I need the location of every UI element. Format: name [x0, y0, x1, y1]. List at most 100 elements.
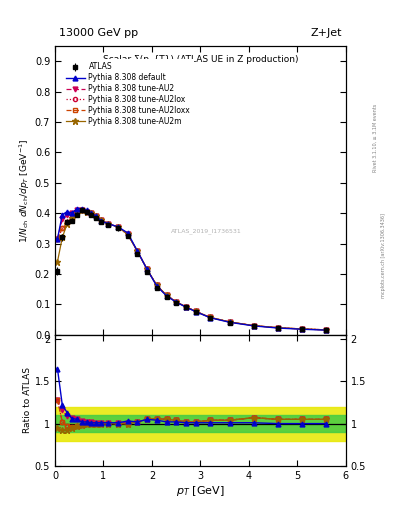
Pythia 8.308 tune-AU2: [252, 323, 256, 329]
Pythia 8.308 tune-AU2: [75, 207, 79, 213]
Pythia 8.308 default: [154, 283, 159, 289]
Text: mcplots.cern.ch [arXiv:1306.3436]: mcplots.cern.ch [arXiv:1306.3436]: [381, 214, 386, 298]
Pythia 8.308 tune-AU2m: [300, 326, 305, 332]
Pythia 8.308 default: [164, 293, 169, 299]
Pythia 8.308 tune-AU2m: [135, 248, 140, 254]
Pythia 8.308 default: [252, 323, 256, 329]
Pythia 8.308 tune-AU2m: [145, 266, 149, 272]
Pythia 8.308 tune-AU2loxx: [94, 213, 99, 219]
Pythia 8.308 tune-AU2: [106, 221, 111, 227]
Pythia 8.308 tune-AU2m: [94, 213, 99, 219]
Pythia 8.308 tune-AU2: [184, 304, 188, 310]
Pythia 8.308 tune-AU2loxx: [55, 236, 60, 242]
Pythia 8.308 tune-AU2lox: [55, 236, 60, 242]
Pythia 8.308 tune-AU2lox: [135, 248, 140, 254]
Pythia 8.308 tune-AU2: [94, 213, 99, 219]
Pythia 8.308 tune-AU2lox: [99, 217, 103, 223]
Pythia 8.308 default: [227, 319, 232, 325]
Pythia 8.308 tune-AU2m: [125, 231, 130, 238]
Pythia 8.308 tune-AU2lox: [208, 314, 213, 321]
Pythia 8.308 default: [94, 213, 99, 219]
Pythia 8.308 tune-AU2lox: [300, 326, 305, 332]
Pythia 8.308 tune-AU2loxx: [184, 304, 188, 310]
Pythia 8.308 default: [174, 299, 178, 305]
Legend: ATLAS, Pythia 8.308 default, Pythia 8.308 tune-AU2, Pythia 8.308 tune-AU2lox, Py: ATLAS, Pythia 8.308 default, Pythia 8.30…: [62, 58, 194, 130]
Pythia 8.308 tune-AU2m: [99, 217, 103, 223]
Pythia 8.308 tune-AU2lox: [324, 327, 329, 333]
Pythia 8.308 default: [70, 210, 74, 216]
Pythia 8.308 default: [324, 327, 329, 333]
Pythia 8.308 tune-AU2: [154, 283, 159, 289]
Pythia 8.308 tune-AU2loxx: [106, 221, 111, 227]
Pythia 8.308 tune-AU2loxx: [324, 327, 329, 333]
Pythia 8.308 default: [300, 326, 305, 332]
Pythia 8.308 tune-AU2: [116, 224, 120, 230]
Pythia 8.308 default: [135, 248, 140, 254]
Bar: [55, 407, 346, 440]
Pythia 8.308 tune-AU2loxx: [125, 231, 130, 238]
Pythia 8.308 tune-AU2loxx: [70, 215, 74, 221]
Pythia 8.308 tune-AU2lox: [94, 213, 99, 219]
Line: Pythia 8.308 tune-AU2: Pythia 8.308 tune-AU2: [55, 208, 329, 332]
Text: Rivet 3.1.10, ≥ 3.1M events: Rivet 3.1.10, ≥ 3.1M events: [373, 104, 378, 173]
Pythia 8.308 tune-AU2: [174, 299, 178, 305]
Pythia 8.308 tune-AU2m: [252, 323, 256, 329]
Pythia 8.308 tune-AU2loxx: [275, 325, 280, 331]
Pythia 8.308 tune-AU2: [275, 325, 280, 331]
Pythia 8.308 tune-AU2: [145, 266, 149, 272]
X-axis label: $p_T\ [\mathrm{GeV}]$: $p_T\ [\mathrm{GeV}]$: [176, 483, 225, 498]
Pythia 8.308 tune-AU2loxx: [252, 323, 256, 329]
Pythia 8.308 tune-AU2m: [65, 221, 70, 227]
Pythia 8.308 tune-AU2lox: [275, 325, 280, 331]
Pythia 8.308 tune-AU2m: [89, 210, 94, 216]
Pythia 8.308 default: [208, 315, 213, 321]
Pythia 8.308 tune-AU2: [324, 327, 329, 333]
Pythia 8.308 tune-AU2: [164, 292, 169, 298]
Pythia 8.308 tune-AU2m: [116, 224, 120, 230]
Pythia 8.308 default: [84, 207, 89, 213]
Pythia 8.308 default: [89, 210, 94, 216]
Pythia 8.308 tune-AU2: [208, 314, 213, 321]
Pythia 8.308 tune-AU2loxx: [193, 308, 198, 314]
Line: Pythia 8.308 tune-AU2loxx: Pythia 8.308 tune-AU2loxx: [55, 208, 329, 332]
Pythia 8.308 tune-AU2loxx: [135, 248, 140, 254]
Pythia 8.308 tune-AU2loxx: [89, 210, 94, 216]
Pythia 8.308 tune-AU2: [60, 216, 64, 222]
Pythia 8.308 tune-AU2m: [164, 292, 169, 298]
Pythia 8.308 tune-AU2m: [106, 221, 111, 227]
Pythia 8.308 default: [116, 224, 120, 230]
Pythia 8.308 tune-AU2: [135, 248, 140, 254]
Pythia 8.308 default: [193, 309, 198, 315]
Pythia 8.308 tune-AU2loxx: [116, 224, 120, 230]
Pythia 8.308 tune-AU2loxx: [174, 299, 178, 305]
Pythia 8.308 tune-AU2: [99, 217, 103, 223]
Pythia 8.308 tune-AU2: [55, 236, 60, 242]
Pythia 8.308 tune-AU2loxx: [227, 319, 232, 325]
Pythia 8.308 default: [275, 325, 280, 331]
Pythia 8.308 tune-AU2lox: [79, 207, 84, 213]
Bar: [55, 415, 346, 432]
Pythia 8.308 tune-AU2lox: [164, 292, 169, 298]
Line: Pythia 8.308 default: Pythia 8.308 default: [55, 206, 329, 333]
Pythia 8.308 tune-AU2lox: [106, 221, 111, 227]
Line: Pythia 8.308 tune-AU2m: Pythia 8.308 tune-AU2m: [54, 207, 330, 333]
Pythia 8.308 tune-AU2loxx: [145, 266, 149, 272]
Pythia 8.308 tune-AU2m: [174, 299, 178, 305]
Pythia 8.308 tune-AU2: [227, 319, 232, 325]
Pythia 8.308 tune-AU2m: [79, 207, 84, 213]
Pythia 8.308 default: [99, 218, 103, 224]
Pythia 8.308 default: [125, 230, 130, 236]
Pythia 8.308 tune-AU2: [70, 210, 74, 216]
Text: Scalar Σ(p_{T}) (ATLAS UE in Z production): Scalar Σ(p_{T}) (ATLAS UE in Z productio…: [103, 55, 298, 63]
Pythia 8.308 tune-AU2m: [70, 215, 74, 221]
Pythia 8.308 tune-AU2m: [55, 259, 60, 265]
Pythia 8.308 tune-AU2m: [184, 304, 188, 310]
Pythia 8.308 default: [75, 205, 79, 211]
Pythia 8.308 tune-AU2: [193, 308, 198, 314]
Line: Pythia 8.308 tune-AU2lox: Pythia 8.308 tune-AU2lox: [55, 208, 329, 332]
Pythia 8.308 tune-AU2lox: [227, 319, 232, 325]
Pythia 8.308 tune-AU2m: [324, 327, 329, 333]
Pythia 8.308 tune-AU2loxx: [79, 207, 84, 213]
Pythia 8.308 tune-AU2loxx: [84, 208, 89, 215]
Pythia 8.308 tune-AU2: [89, 210, 94, 216]
